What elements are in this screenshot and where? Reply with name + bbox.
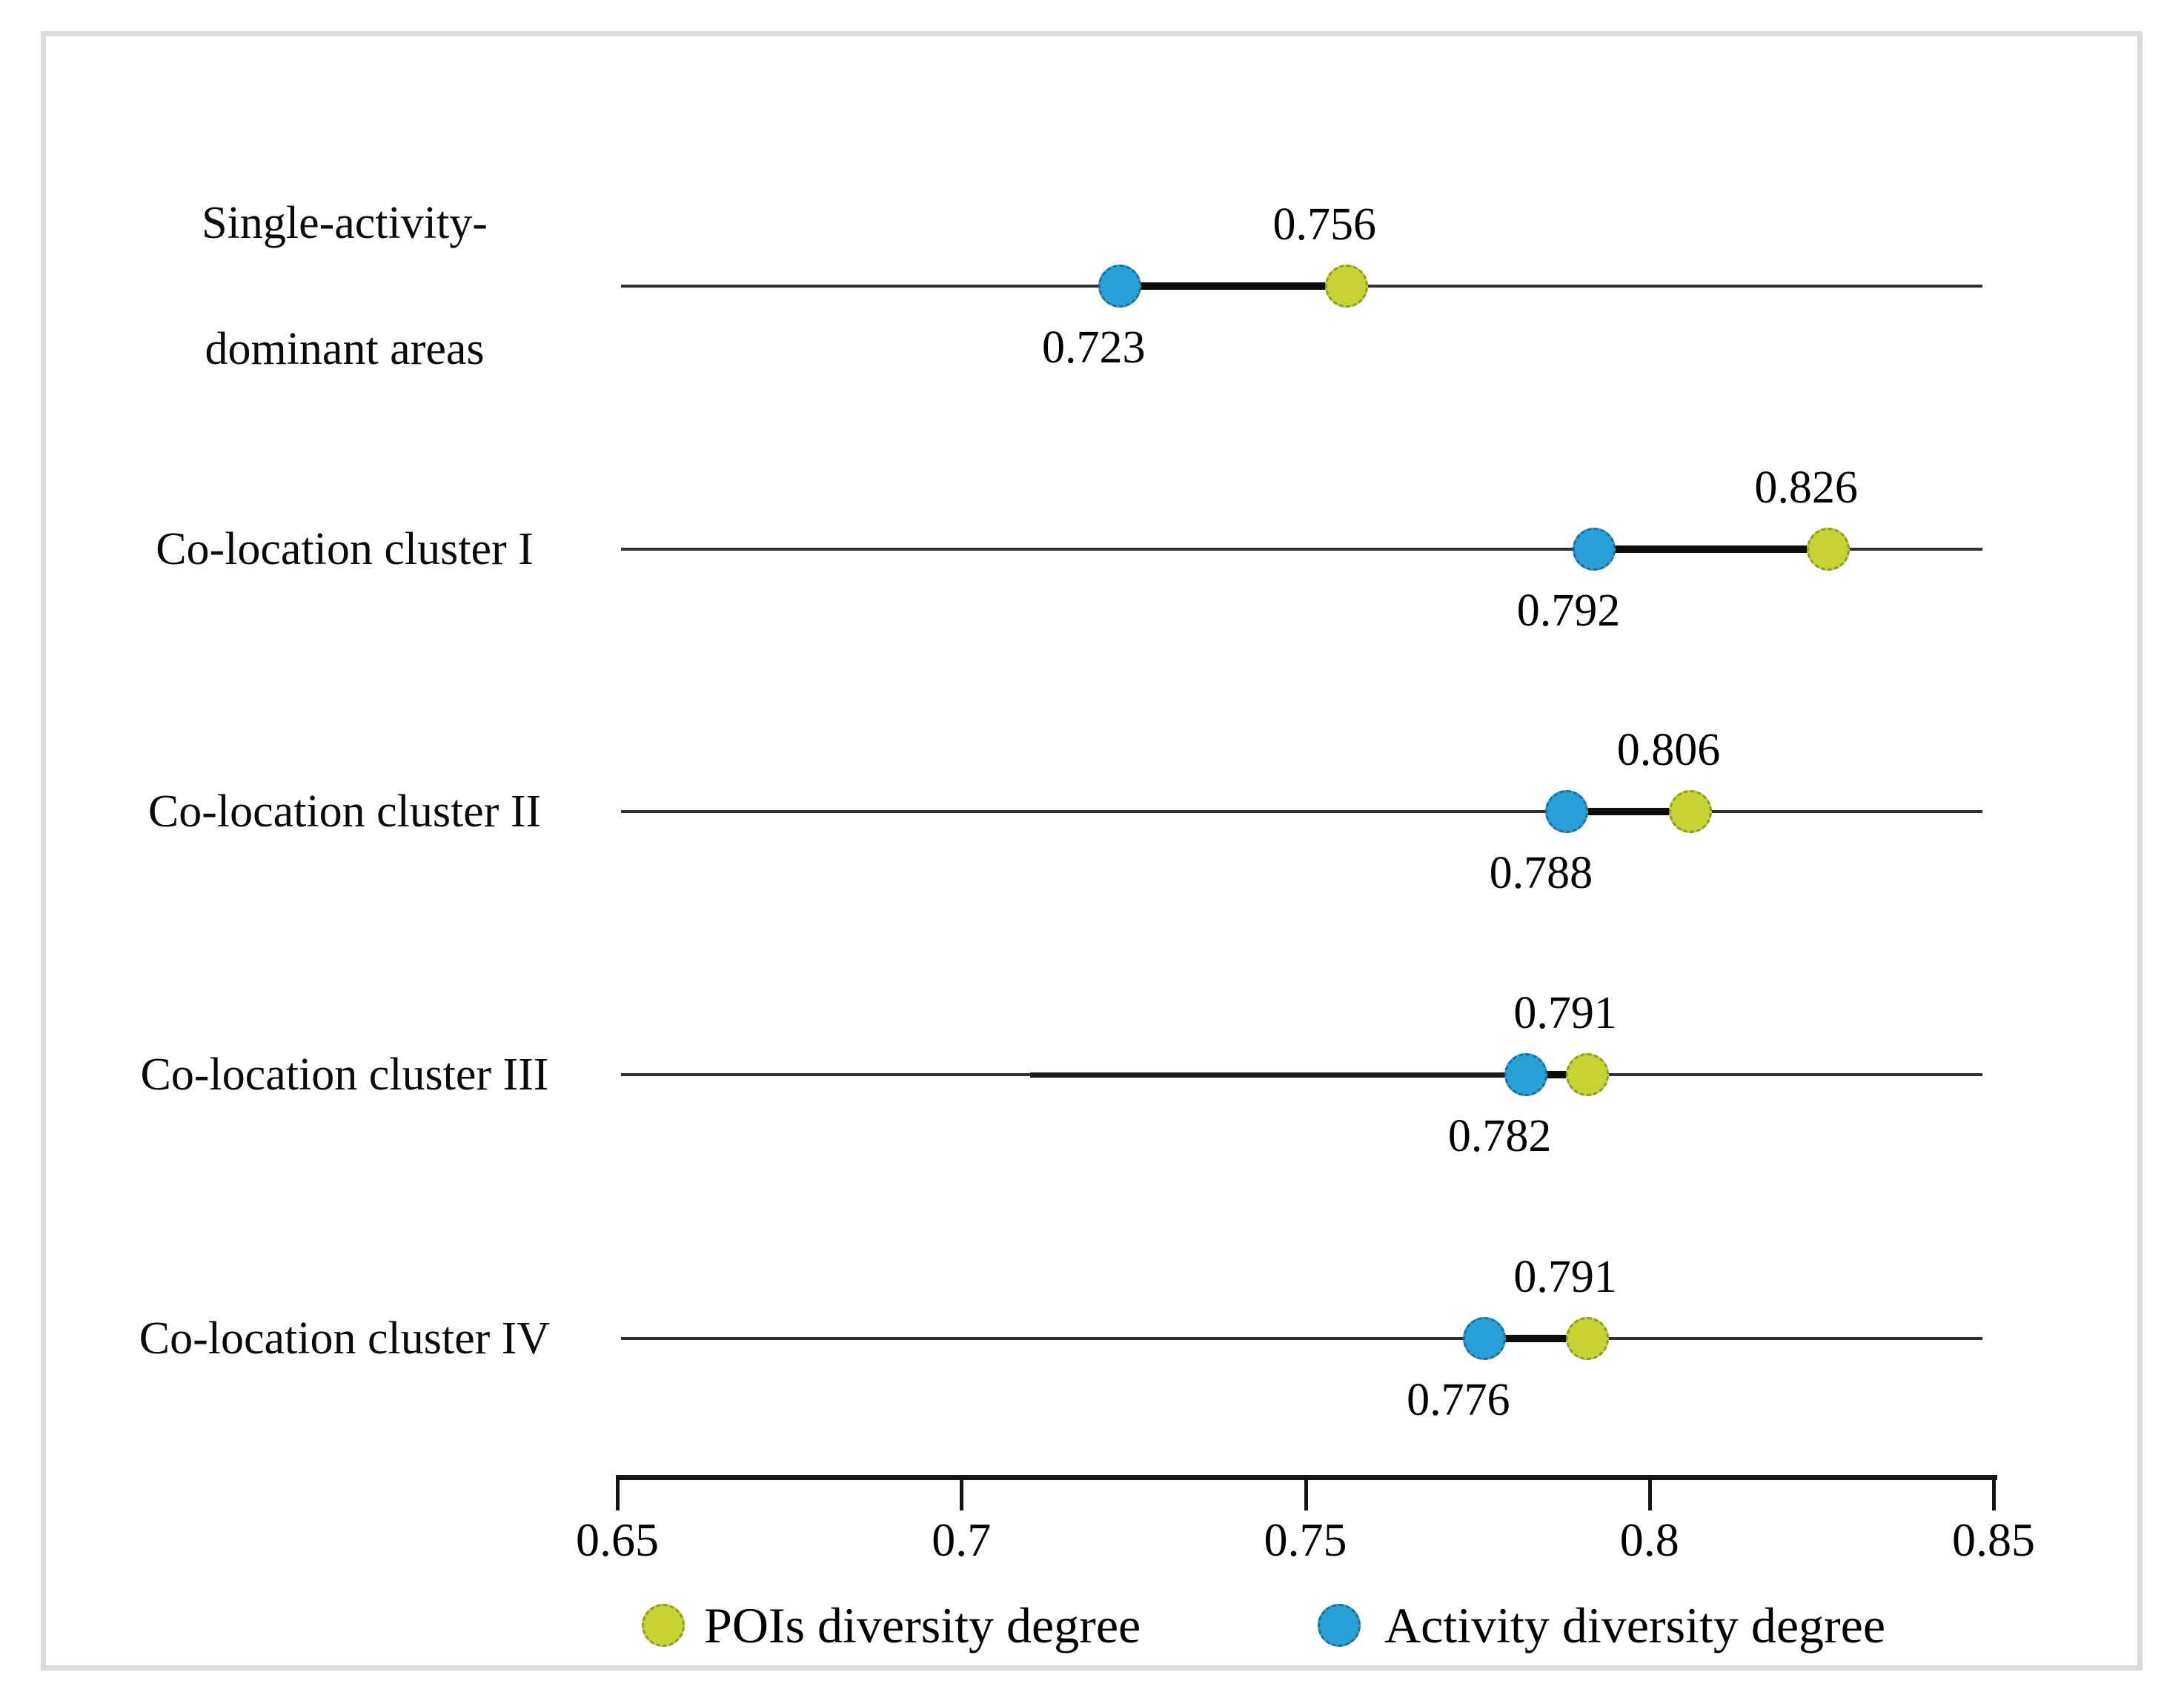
dumbbell-connector	[1594, 545, 1829, 553]
poi-dot	[1669, 790, 1713, 833]
category-label: Single-activity- dominant areas	[202, 198, 488, 374]
category-label: Co-location cluster IV	[139, 1313, 551, 1364]
activity-value-label: 0.792	[1516, 586, 1621, 636]
poi-legend-label: POIs diversity degree	[704, 1597, 1141, 1653]
x-axis-tick	[1992, 1475, 1996, 1510]
x-axis-tick	[1647, 1475, 1652, 1510]
category-label: Co-location cluster II	[147, 786, 542, 837]
dumbbell-connector	[1525, 1071, 1588, 1078]
activity-value-label: 0.723	[1042, 322, 1146, 373]
poi-value-label: 0.756	[1272, 199, 1376, 250]
x-axis-tick-label: 0.65	[576, 1513, 659, 1566]
x-axis-tick-label: 0.85	[1952, 1513, 2035, 1566]
x-axis-tick-label: 0.75	[1264, 1513, 1347, 1566]
row-line-segment	[1030, 1072, 1526, 1078]
x-axis-tick	[616, 1475, 620, 1510]
activity-dot	[1504, 1053, 1547, 1096]
chart-frame	[41, 31, 2142, 1671]
poi-dot	[1566, 1317, 1610, 1360]
activity-dot	[1462, 1317, 1506, 1360]
poi-legend-dot-icon	[642, 1604, 685, 1647]
activity-dot	[1098, 265, 1141, 308]
dumbbell-connector	[1484, 1335, 1588, 1342]
poi-value-label: 0.791	[1513, 1252, 1617, 1302]
x-axis-tick	[1304, 1475, 1308, 1510]
activity-value-label: 0.782	[1447, 1111, 1552, 1161]
poi-value-label: 0.806	[1616, 725, 1721, 775]
poi-value-label: 0.791	[1513, 988, 1617, 1038]
x-axis-tick	[960, 1475, 964, 1510]
poi-dot	[1325, 265, 1369, 308]
activity-dot	[1545, 790, 1589, 833]
activity-value-label: 0.776	[1407, 1375, 1510, 1425]
row-line	[621, 1337, 1982, 1340]
category-label: Co-location cluster I	[156, 524, 534, 574]
dumbbell-connector	[1567, 808, 1691, 815]
dumbbell-connector	[1119, 282, 1347, 290]
activity-legend-dot-icon	[1318, 1604, 1361, 1647]
poi-dot	[1807, 528, 1851, 571]
x-axis-tick-label: 0.8	[1619, 1513, 1679, 1566]
activity-legend-label: Activity diversity degree	[1384, 1597, 1886, 1653]
category-label: Co-location cluster III	[140, 1049, 549, 1100]
row-line	[621, 810, 1982, 813]
poi-value-label: 0.826	[1754, 462, 1858, 513]
row-line	[621, 548, 1982, 551]
poi-dot	[1566, 1053, 1610, 1096]
x-axis-tick-label: 0.7	[932, 1513, 992, 1566]
activity-dot	[1573, 528, 1616, 571]
activity-value-label: 0.788	[1489, 848, 1593, 898]
